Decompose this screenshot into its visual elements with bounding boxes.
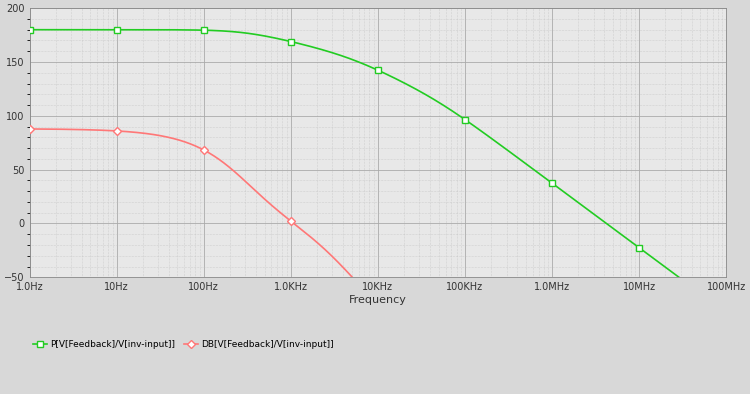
X-axis label: Frequency: Frequency (349, 295, 406, 305)
Legend: P[V[Feedback]/V[inv-input]], DB[V[Feedback]/V[inv-input]]: P[V[Feedback]/V[inv-input]], DB[V[Feedba… (29, 336, 338, 353)
